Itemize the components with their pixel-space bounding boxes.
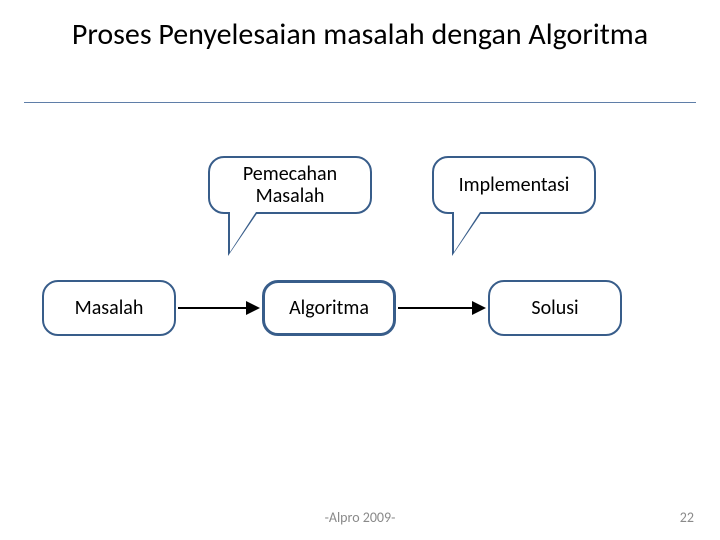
callout-implementasi-tail [454, 212, 480, 252]
page-title: Proses Penyelesaian masalah dengan Algor… [0, 18, 720, 53]
slide: Proses Penyelesaian masalah dengan Algor… [0, 0, 720, 540]
node-algoritma: Algoritma [262, 280, 396, 336]
callout-pemecahan-label: Pemecahan Masalah [210, 163, 370, 207]
arrow-1-head [246, 301, 260, 315]
arrow-1-line [178, 307, 248, 309]
arrow-2-line [398, 307, 474, 309]
callout-implementasi-label: Implementasi [459, 174, 570, 196]
node-solusi: Solusi [488, 280, 622, 336]
footer-center: -Alpro 2009- [0, 509, 720, 526]
callout-implementasi: Implementasi [432, 156, 596, 214]
callout-pemecahan: Pemecahan Masalah [208, 156, 372, 214]
title-underline [24, 102, 696, 103]
node-solusi-label: Solusi [531, 297, 578, 319]
node-masalah: Masalah [42, 280, 176, 336]
callout-pemecahan-tail [230, 212, 256, 252]
node-algoritma-label: Algoritma [289, 297, 369, 319]
arrow-2-head [472, 301, 486, 315]
footer-page-number: 22 [680, 509, 694, 526]
node-masalah-label: Masalah [75, 297, 144, 319]
